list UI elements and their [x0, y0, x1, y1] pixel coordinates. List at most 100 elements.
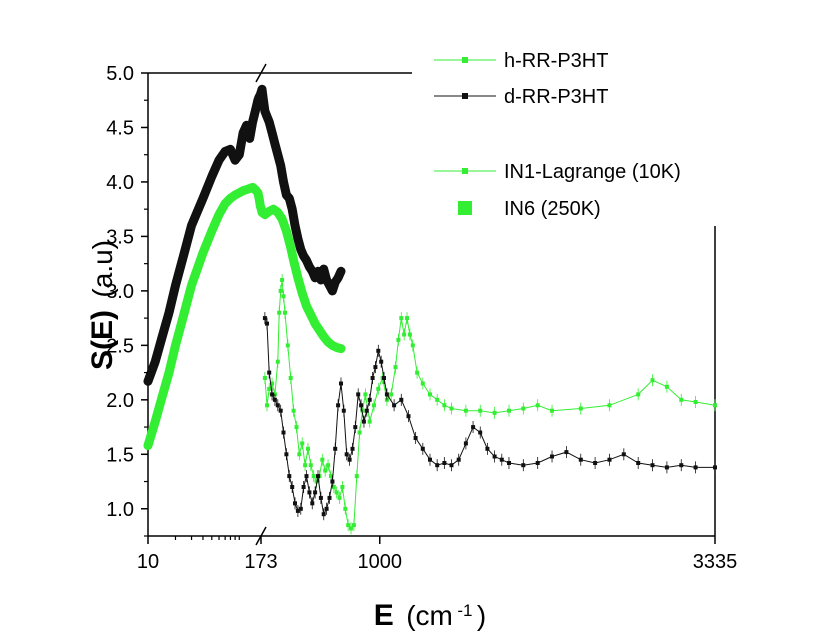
data-point — [240, 187, 247, 194]
data-point — [289, 206, 296, 213]
data-point — [306, 263, 313, 270]
data-point — [260, 97, 267, 104]
data-point — [252, 108, 259, 115]
data-point — [309, 268, 316, 275]
data-point — [307, 311, 314, 318]
data-point — [264, 113, 270, 120]
y-tick-label: 1.5 — [106, 444, 134, 466]
data-point — [286, 195, 293, 202]
legend-entry: d-RR-P3HT — [434, 86, 608, 108]
axes-layer: 1.0 1.5 2.0 2.5 3.0 3.5 4.0 4.5 5.0 10 173 1000 3335 — [106, 63, 737, 573]
y-tick-label: 2.0 — [106, 390, 134, 412]
x-axis-title-close: ) — [477, 600, 486, 631]
data-point — [279, 216, 286, 222]
x-axis-title: E (cm -1 ) — [374, 599, 486, 632]
series-3 — [262, 312, 717, 521]
data-point — [266, 119, 273, 125]
legend-label: IN6 (250K) — [504, 198, 601, 220]
data-point — [312, 274, 319, 281]
data-point — [166, 309, 172, 316]
data-point — [208, 228, 215, 234]
data-point — [240, 129, 247, 136]
data-point — [246, 135, 253, 142]
data-point — [320, 333, 327, 340]
data-point — [216, 211, 222, 218]
x-axis-title-main: E — [374, 599, 394, 632]
data-point — [236, 151, 243, 158]
data-point — [312, 320, 319, 327]
legend-swatch-marker — [462, 93, 468, 99]
legend-label: h-RR-P3HT — [504, 50, 608, 72]
data-point — [145, 442, 151, 449]
legend-label: d-RR-P3HT — [504, 86, 608, 108]
y-tick-label: 2.5 — [106, 335, 134, 357]
x-tick-label: 10 — [137, 551, 159, 573]
x-tick-label: 3335 — [693, 551, 738, 573]
data-point — [320, 266, 327, 273]
data-point — [280, 178, 287, 185]
y-axis-title-main: S(E) — [86, 310, 119, 370]
data-point — [252, 186, 259, 193]
data-point — [333, 344, 340, 351]
y-axis-title-unit: (a.u) — [87, 240, 118, 298]
legend-label: IN1-Lagrange (10K) — [504, 161, 681, 183]
y-tick-label: 3.5 — [106, 226, 134, 248]
top-axis-break-mark — [255, 63, 267, 83]
data-point — [269, 129, 276, 136]
data-point — [326, 282, 333, 289]
data-point — [236, 189, 243, 196]
data-point — [303, 257, 310, 264]
data-point — [300, 253, 307, 259]
data-point — [200, 249, 206, 256]
legend-swatch-marker — [458, 201, 472, 215]
series-1 — [143, 84, 346, 386]
x-tick-label: 1000 — [357, 551, 402, 573]
data-point — [332, 279, 339, 286]
data-point — [292, 222, 298, 229]
data-point — [181, 309, 188, 316]
data-point — [283, 228, 290, 234]
data-point — [266, 208, 273, 215]
data-point — [200, 195, 206, 202]
data-point — [325, 339, 332, 346]
data-point — [232, 157, 239, 164]
plot-frame — [147, 63, 716, 546]
data-point — [283, 192, 290, 198]
legend-entry: IN6 (250K) — [458, 198, 601, 220]
data-point — [158, 396, 165, 403]
data-point — [316, 327, 323, 334]
series-line — [264, 279, 716, 530]
data-point — [145, 378, 151, 385]
data-point — [254, 97, 261, 104]
x-axis-title-unit: (cm — [406, 600, 453, 631]
data-point — [315, 268, 321, 275]
data-point — [294, 235, 301, 242]
data-point — [274, 151, 281, 158]
data-point — [294, 274, 301, 281]
y-tick-label: 4.0 — [106, 172, 134, 194]
legend-entry: h-RR-P3HT — [434, 50, 608, 72]
legend-swatch-marker — [462, 57, 468, 63]
data-point — [222, 200, 229, 207]
legend: h-RR-P3HT d-RR-P3HT IN1-Lagrange (10K) IN6 … — [434, 50, 681, 220]
data-point — [152, 358, 159, 365]
data-point — [227, 146, 234, 153]
data-point — [338, 268, 344, 275]
data-point — [290, 257, 297, 264]
data-point — [188, 222, 195, 229]
data-point — [258, 205, 264, 212]
data-point — [227, 195, 234, 202]
data-point — [259, 86, 265, 93]
data-point — [261, 211, 268, 218]
legend-swatch-marker — [462, 168, 468, 174]
x-axis-title-exp: -1 — [457, 601, 472, 620]
data-point — [158, 336, 165, 343]
series-layer — [143, 84, 717, 535]
data-point — [338, 345, 344, 352]
data-point — [249, 119, 256, 125]
data-point — [271, 140, 278, 147]
data-point — [329, 287, 336, 294]
data-point — [254, 189, 261, 196]
data-point — [172, 342, 179, 349]
series-2 — [262, 273, 717, 535]
